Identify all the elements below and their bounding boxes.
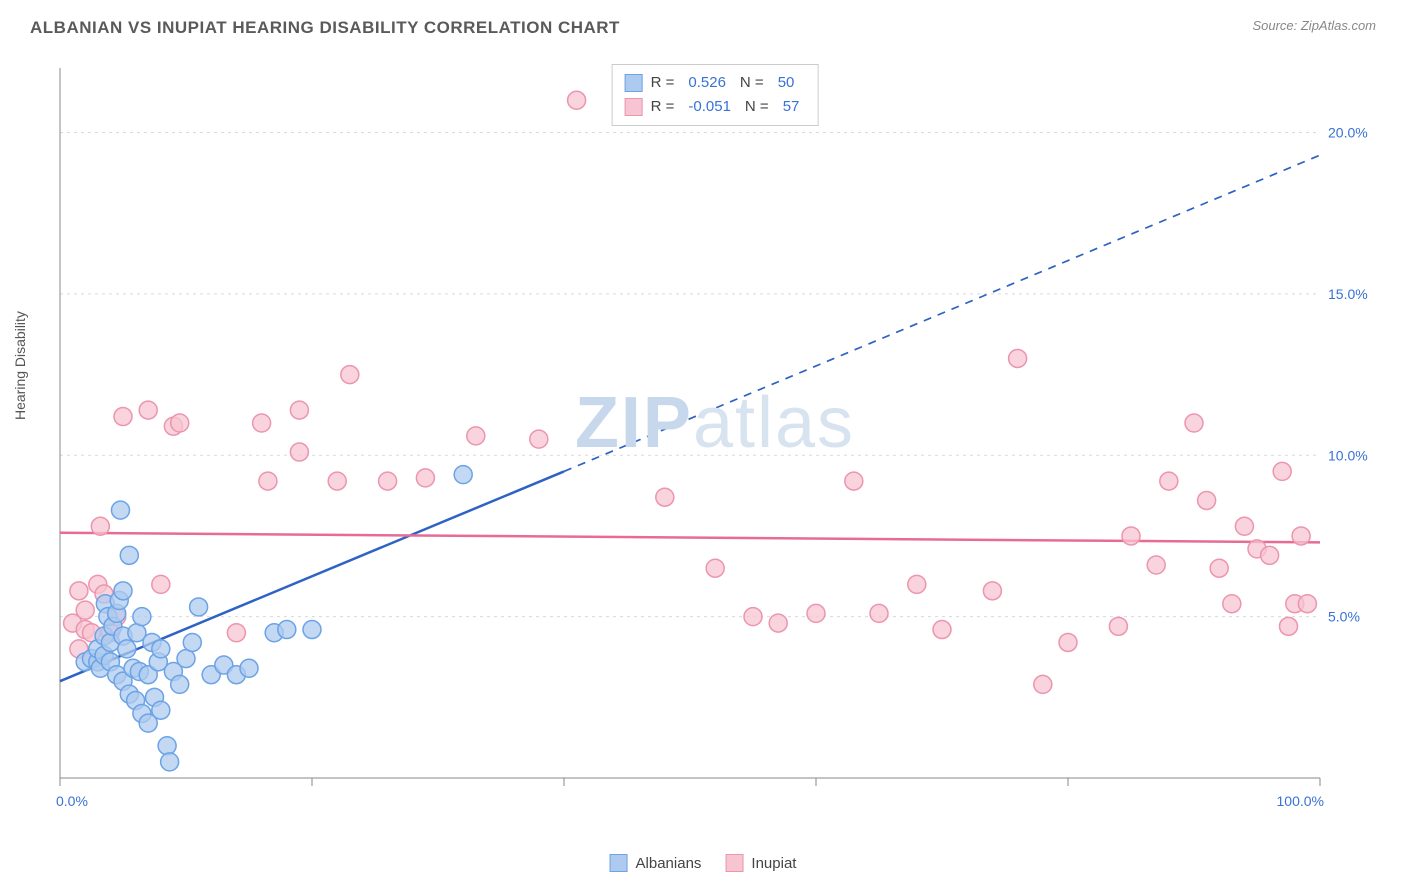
data-point bbox=[568, 91, 586, 109]
data-point bbox=[1122, 527, 1140, 545]
x-tick-label: 100.0% bbox=[1277, 793, 1324, 809]
data-point bbox=[259, 472, 277, 490]
data-point bbox=[190, 598, 208, 616]
stat-r-value: -0.051 bbox=[688, 95, 731, 119]
data-point bbox=[416, 469, 434, 487]
data-point bbox=[227, 624, 245, 642]
stats-row: R = 0.526 N = 50 bbox=[625, 71, 806, 95]
data-point bbox=[114, 582, 132, 600]
stat-n-label: N = bbox=[740, 71, 764, 95]
y-axis-label: Hearing Disability bbox=[12, 311, 28, 420]
x-tick-label: 0.0% bbox=[56, 793, 88, 809]
y-tick-label: 15.0% bbox=[1328, 286, 1368, 302]
data-point bbox=[171, 675, 189, 693]
data-point bbox=[303, 621, 321, 639]
data-point bbox=[1235, 517, 1253, 535]
data-point bbox=[1109, 617, 1127, 635]
chart-title: ALBANIAN VS INUPIAT HEARING DISABILITY C… bbox=[30, 18, 620, 38]
legend-item: Albanians bbox=[610, 854, 702, 872]
legend-label: Albanians bbox=[636, 855, 702, 872]
data-point bbox=[1292, 527, 1310, 545]
data-point bbox=[76, 601, 94, 619]
data-point bbox=[744, 608, 762, 626]
data-point bbox=[845, 472, 863, 490]
data-point bbox=[114, 408, 132, 426]
series-swatch bbox=[625, 98, 643, 116]
stat-r-label: R = bbox=[651, 95, 675, 119]
data-point bbox=[467, 427, 485, 445]
data-point bbox=[1280, 617, 1298, 635]
data-point bbox=[1147, 556, 1165, 574]
data-point bbox=[139, 401, 157, 419]
data-point bbox=[253, 414, 271, 432]
data-point bbox=[1160, 472, 1178, 490]
data-point bbox=[133, 608, 151, 626]
chart-source: Source: ZipAtlas.com bbox=[1252, 18, 1376, 33]
data-point bbox=[1298, 595, 1316, 613]
data-point bbox=[120, 546, 138, 564]
data-point bbox=[656, 488, 674, 506]
data-point bbox=[807, 604, 825, 622]
legend-item: Inupiat bbox=[725, 854, 796, 872]
data-point bbox=[171, 414, 189, 432]
data-point bbox=[183, 633, 201, 651]
stat-n-value: 50 bbox=[778, 71, 795, 95]
data-point bbox=[152, 575, 170, 593]
data-point bbox=[530, 430, 548, 448]
data-point bbox=[1198, 491, 1216, 509]
data-point bbox=[328, 472, 346, 490]
data-point bbox=[933, 621, 951, 639]
data-point bbox=[454, 466, 472, 484]
data-point bbox=[91, 517, 109, 535]
stat-n-value: 57 bbox=[783, 95, 800, 119]
legend-swatch bbox=[610, 854, 628, 872]
data-point bbox=[118, 640, 136, 658]
stat-n-label: N = bbox=[745, 95, 769, 119]
trend-line-extrapolated bbox=[564, 155, 1320, 471]
data-point bbox=[1223, 595, 1241, 613]
stats-row: R = -0.051 N = 57 bbox=[625, 95, 806, 119]
data-point bbox=[1261, 546, 1279, 564]
data-point bbox=[240, 659, 258, 677]
data-point bbox=[379, 472, 397, 490]
data-point bbox=[1009, 349, 1027, 367]
correlation-stats-box: R = 0.526 N = 50 R = -0.051 N = 57 bbox=[612, 64, 819, 126]
y-tick-label: 5.0% bbox=[1328, 609, 1360, 625]
stat-r-label: R = bbox=[651, 71, 675, 95]
data-point bbox=[161, 753, 179, 771]
data-point bbox=[152, 640, 170, 658]
data-point bbox=[152, 701, 170, 719]
data-point bbox=[111, 501, 129, 519]
scatter-plot: 5.0% 10.0% 15.0% 20.0% 0.0% 100.0% bbox=[50, 58, 1380, 818]
data-point bbox=[341, 366, 359, 384]
data-point bbox=[870, 604, 888, 622]
data-point bbox=[1034, 675, 1052, 693]
legend-label: Inupiat bbox=[751, 855, 796, 872]
data-point bbox=[908, 575, 926, 593]
y-tick-label: 10.0% bbox=[1328, 447, 1368, 463]
data-point bbox=[290, 443, 308, 461]
data-point bbox=[177, 650, 195, 668]
data-point bbox=[290, 401, 308, 419]
stat-r-value: 0.526 bbox=[688, 71, 726, 95]
data-point bbox=[769, 614, 787, 632]
data-point bbox=[278, 621, 296, 639]
legend-swatch bbox=[725, 854, 743, 872]
data-point bbox=[983, 582, 1001, 600]
chart-area: 5.0%10.0%15.0%20.0%0.0%100.0% ZIPatlas R… bbox=[50, 58, 1380, 818]
data-point bbox=[70, 582, 88, 600]
y-tick-label: 20.0% bbox=[1328, 125, 1368, 141]
data-point bbox=[1210, 559, 1228, 577]
data-point bbox=[1185, 414, 1203, 432]
legend: Albanians Inupiat bbox=[610, 854, 797, 872]
data-point bbox=[1273, 462, 1291, 480]
data-point bbox=[1059, 633, 1077, 651]
chart-header: ALBANIAN VS INUPIAT HEARING DISABILITY C… bbox=[0, 0, 1406, 38]
series-swatch bbox=[625, 74, 643, 92]
data-point bbox=[706, 559, 724, 577]
data-point bbox=[158, 737, 176, 755]
